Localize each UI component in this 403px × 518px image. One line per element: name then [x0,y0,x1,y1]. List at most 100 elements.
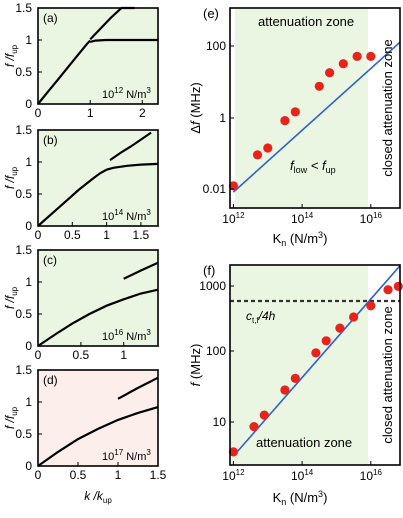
panel-d-xtick-label: 1.5 [150,468,167,482]
panel-e-xtick-label: 1012 [222,211,245,226]
panel-e-label: (e) [203,6,219,21]
panel-d-label: (d) [43,373,58,387]
panel-e-closed-label: closed attenuation zone [380,39,395,176]
panel-b-series-1 [37,162,159,227]
panel-c-background [38,250,158,346]
panel-e-data-point [252,150,263,160]
panel-e-xtick-label: 1014 [291,211,314,226]
panel-e-ylabel: Δf (MHz) [188,82,203,133]
panel-b-frame [37,129,159,227]
panel-d-ytick-label: 1 [25,395,32,409]
panel-a-xtick-label: 0 [35,106,42,120]
panel-d-ylabel: f /fup [3,406,19,429]
panel-d-ytick-label: 0.5 [15,427,32,441]
panel-a-label: (a) [43,11,58,25]
panel-c-annotation: 1016 N/m3 [102,328,151,343]
panel-e-attenuation-label: attenuation zone [258,14,354,29]
panel-e: 0.01 1 100 1012 1014 1016 (e) attenuatio… [188,6,401,248]
panel-d-background [38,370,158,466]
panel-e-data-point [228,181,238,191]
panel-e-data-point [280,116,290,126]
panel-b-yticks: 0 0.5 1 1.5 [15,123,42,233]
panel-f-xtick-label: 1016 [360,468,383,483]
panel-a-series-1 [37,39,91,105]
panel-e-xtick-label: 1016 [360,211,383,226]
panel-b-xticks: 0 0.5 1 1.5 [35,222,150,242]
panel-c-ytick-label: 1 [25,275,32,289]
panel-a-background [38,8,158,104]
panel-e-attenuation-zone [235,8,368,208]
panel-a-xticks: 0 1 2 [35,100,146,120]
panel-c: 0 0.5 1 1.5 0 0.5 1 (c) 1016 N/m3 f /fup [3,243,159,362]
panel-f-xlabel: Kn (N/m3) [273,489,328,507]
panel-d-xtick-label: 1 [115,468,122,482]
panel-a-annotation: 1012 N/m3 [102,86,151,101]
panel-e-ytick-label: 0.01 [203,182,227,196]
panel-a-frame [37,7,159,105]
panel-e-data-point [325,68,335,78]
panel-f-label: (f) [203,263,215,278]
panel-e-data-point [290,107,300,117]
panel-c-series-2 [123,261,159,280]
panel-c-xticks: 0 0.5 1 [35,342,127,362]
panel-a-xtick-label: 2 [139,106,146,120]
panel-c-ytick-label: 0.5 [15,307,32,321]
panel-d-xlabel: k /kup [84,489,112,505]
panel-c-series-1 [37,288,159,347]
panel-f-attenuation-label: attenuation zone [256,435,352,450]
panel-f-xtick-label: 1012 [222,468,245,483]
panel-f-data-point [311,348,321,358]
panel-c-label: (c) [43,253,57,267]
panel-f-frame [229,264,401,466]
panel-e-points [228,51,376,191]
panel-e-frame [229,7,401,209]
panel-f-ytick-label: 100 [206,344,226,358]
panel-c-xtick-label: 1 [120,348,127,362]
panel-c-ytick-label: 0 [25,339,32,353]
panel-a: 0 0.5 1 1.5 0 1 2 (a) 1012 N/m3 f /fup [3,1,159,120]
panel-e-data-point [338,59,348,69]
panel-b-series-2 [109,131,152,162]
panel-e-ytick-label: 1 [219,111,226,125]
panel-f-data-point [280,385,290,395]
panel-f-data-point [259,410,269,420]
panel-b-xtick-label: 0 [35,228,42,242]
panel-e-yticks: 0.01 1 100 [203,39,234,196]
panel-d-xtick-label: 0 [35,468,42,482]
panel-c-ytick-label: 1.5 [15,243,32,257]
panel-f-data-point [393,281,403,291]
panel-b-xtick-label: 0.5 [64,228,81,242]
panel-b-annotation: 1014 N/m3 [102,208,151,223]
panel-d-series-2 [117,376,159,400]
panel-f-yticks: 10 100 1000 [199,279,234,429]
panel-b-ytick-label: 0 [25,219,32,233]
panel-e-xlabel: Kn (N/m3) [273,230,328,248]
panel-f-data-point [335,323,345,333]
panel-f-fit-line [232,265,401,457]
panel-a-ylabel: f /fup [3,44,19,67]
panel-e-data-point [263,143,273,153]
panel-d-series-1 [37,406,159,467]
panel-f-ylabel: f (MHz) [188,344,203,387]
panel-b-curves [37,131,159,227]
panel-e-fit-line [232,41,401,193]
panel-f-fit [232,265,401,457]
panel-e-ytick-label: 100 [206,39,226,53]
panel-f: 10 100 1000 1012 1014 1016 (f) ct,f/4h a… [188,263,403,507]
panel-d-ytick-label: 0 [25,459,32,473]
panel-a-xtick-label: 1 [87,106,94,120]
panel-d-annotation: 1017 N/m3 [102,448,151,463]
panel-b-ytick-label: 0.5 [15,187,32,201]
panel-f-ytick-label: 10 [213,415,227,429]
panel-e-data-point [366,51,376,62]
panel-f-data-point [349,312,359,322]
panel-b-label: (b) [43,133,58,147]
panel-c-xtick-label: 0 [35,348,42,362]
panel-d: 0 0.5 1 1.5 0 0.5 1 1.5 (d) 1017 N/m3 f … [3,363,167,505]
panel-e-data-point [352,51,362,62]
panel-f-ytick-label: 1000 [199,279,226,293]
panel-d-curves [37,376,159,467]
panel-b-ytick-label: 1.5 [15,123,32,137]
panel-b-ylabel: f /fup [3,166,19,189]
